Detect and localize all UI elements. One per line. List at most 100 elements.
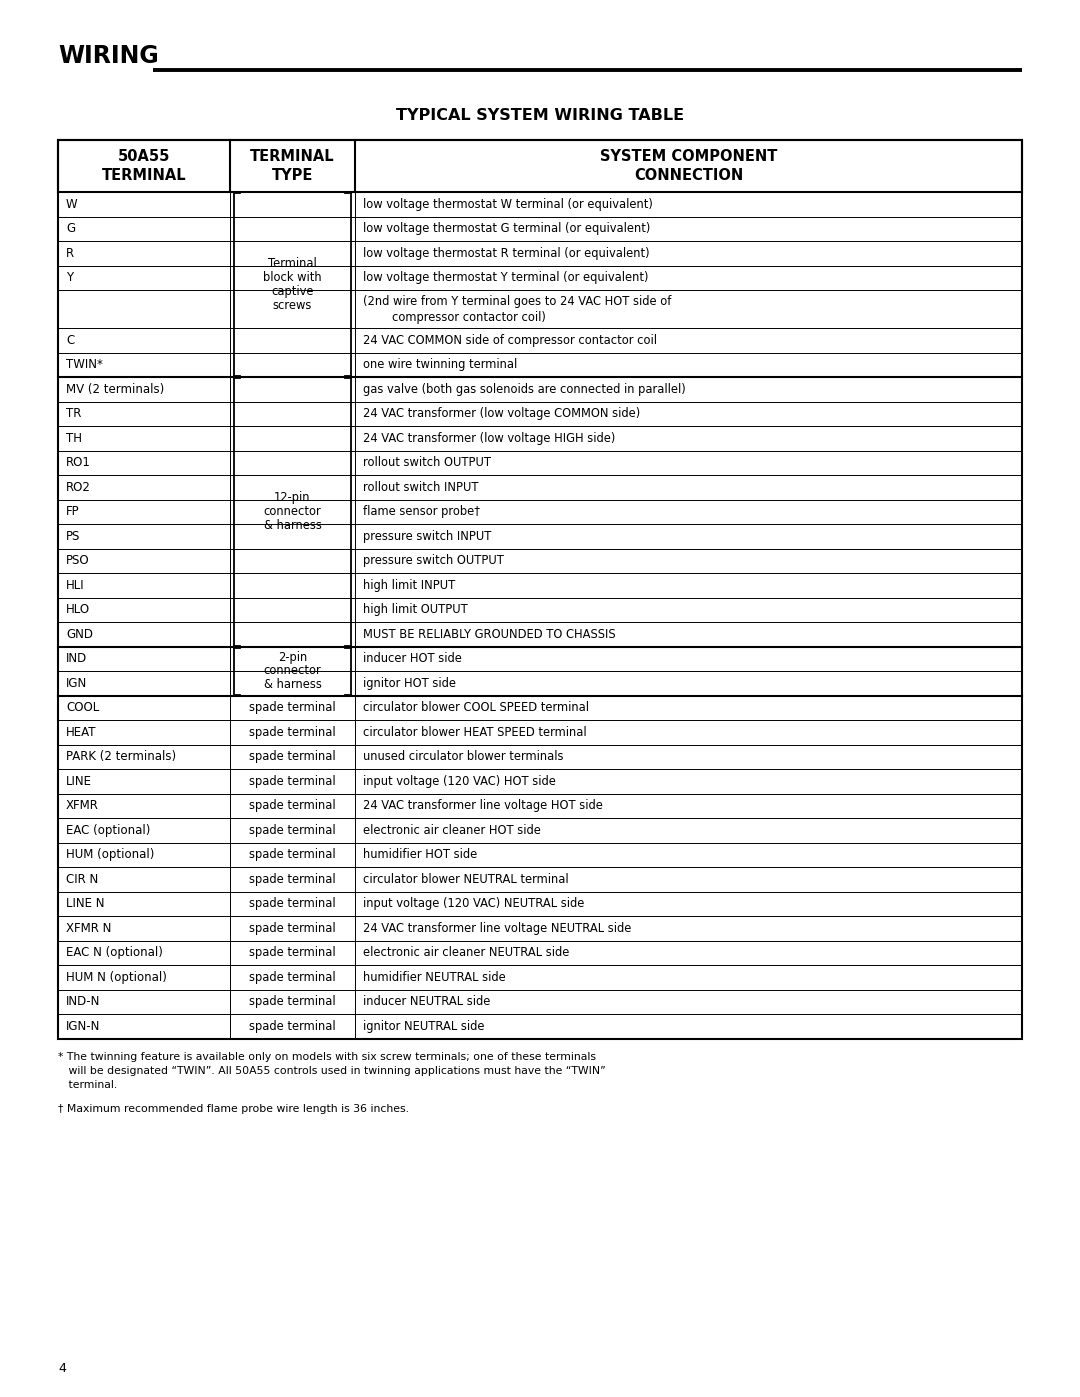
Text: high limit OUTPUT: high limit OUTPUT — [363, 604, 468, 616]
Text: screws: screws — [273, 299, 312, 312]
Text: spade terminal: spade terminal — [249, 824, 336, 837]
Text: TERMINAL
TYPE: TERMINAL TYPE — [251, 149, 335, 183]
Text: TH: TH — [66, 432, 82, 444]
Text: spade terminal: spade terminal — [249, 775, 336, 788]
Text: MV (2 terminals): MV (2 terminals) — [66, 383, 164, 395]
Text: IGN-N: IGN-N — [66, 1020, 100, 1032]
Text: 24 VAC transformer line voltage HOT side: 24 VAC transformer line voltage HOT side — [363, 799, 603, 812]
Text: PSO: PSO — [66, 555, 90, 567]
Text: † Maximum recommended flame probe wire length is 36 inches.: † Maximum recommended flame probe wire l… — [58, 1105, 409, 1115]
Text: input voltage (120 VAC) HOT side: input voltage (120 VAC) HOT side — [363, 775, 556, 788]
Text: EAC (optional): EAC (optional) — [66, 824, 150, 837]
Text: unused circulator blower terminals: unused circulator blower terminals — [363, 750, 564, 763]
Text: TR: TR — [66, 408, 81, 420]
Text: HEAT: HEAT — [66, 726, 96, 739]
Text: R: R — [66, 247, 75, 260]
Text: 24 VAC COMMON side of compressor contactor coil: 24 VAC COMMON side of compressor contact… — [363, 334, 657, 346]
Text: spade terminal: spade terminal — [249, 1020, 336, 1032]
Text: TYPICAL SYSTEM WIRING TABLE: TYPICAL SYSTEM WIRING TABLE — [396, 108, 684, 123]
Text: ignitor HOT side: ignitor HOT side — [363, 676, 456, 690]
Text: spade terminal: spade terminal — [249, 701, 336, 714]
Text: RO2: RO2 — [66, 481, 91, 493]
Text: HLI: HLI — [66, 578, 84, 592]
Text: spade terminal: spade terminal — [249, 848, 336, 861]
Text: IND-N: IND-N — [66, 995, 100, 1009]
Text: humidifier NEUTRAL side: humidifier NEUTRAL side — [363, 971, 505, 983]
Text: 24 VAC transformer line voltage NEUTRAL side: 24 VAC transformer line voltage NEUTRAL … — [363, 922, 632, 935]
Text: (2nd wire from Y terminal goes to 24 VAC HOT side of
        compressor contacto: (2nd wire from Y terminal goes to 24 VAC… — [363, 295, 672, 324]
Text: SYSTEM COMPONENT
CONNECTION: SYSTEM COMPONENT CONNECTION — [599, 149, 778, 183]
Text: C: C — [66, 334, 75, 346]
Text: captive: captive — [271, 285, 314, 298]
Text: spade terminal: spade terminal — [249, 799, 336, 812]
Text: CIR N: CIR N — [66, 873, 98, 886]
Text: 4: 4 — [58, 1362, 66, 1376]
Text: MUST BE RELIABLY GROUNDED TO CHASSIS: MUST BE RELIABLY GROUNDED TO CHASSIS — [363, 627, 616, 641]
Text: pressure switch INPUT: pressure switch INPUT — [363, 529, 491, 543]
Text: WIRING: WIRING — [58, 43, 159, 68]
Text: low voltage thermostat R terminal (or equivalent): low voltage thermostat R terminal (or eq… — [363, 247, 650, 260]
Text: high limit INPUT: high limit INPUT — [363, 578, 456, 592]
Text: pressure switch OUTPUT: pressure switch OUTPUT — [363, 555, 504, 567]
Text: HUM N (optional): HUM N (optional) — [66, 971, 167, 983]
Bar — [58, 140, 1022, 1038]
Text: 50A55
TERMINAL: 50A55 TERMINAL — [102, 149, 187, 183]
Text: rollout switch INPUT: rollout switch INPUT — [363, 481, 478, 493]
Text: XFMR: XFMR — [66, 799, 99, 812]
Text: & harness: & harness — [264, 679, 322, 692]
Text: IGN: IGN — [66, 676, 87, 690]
Text: spade terminal: spade terminal — [249, 922, 336, 935]
Text: inducer NEUTRAL side: inducer NEUTRAL side — [363, 995, 490, 1009]
Text: RO1: RO1 — [66, 457, 91, 469]
Text: LINE: LINE — [66, 775, 92, 788]
Text: W: W — [66, 198, 78, 211]
Text: electronic air cleaner HOT side: electronic air cleaner HOT side — [363, 824, 541, 837]
Text: 24 VAC transformer (low voltage COMMON side): 24 VAC transformer (low voltage COMMON s… — [363, 408, 640, 420]
Text: gas valve (both gas solenoids are connected in parallel): gas valve (both gas solenoids are connec… — [363, 383, 686, 395]
Text: ignitor NEUTRAL side: ignitor NEUTRAL side — [363, 1020, 485, 1032]
Text: COOL: COOL — [66, 701, 99, 714]
Text: * The twinning feature is available only on models with six screw terminals; one: * The twinning feature is available only… — [58, 1052, 606, 1090]
Text: G: G — [66, 222, 76, 235]
Text: connector: connector — [264, 665, 322, 678]
Text: spade terminal: spade terminal — [249, 946, 336, 960]
Text: 2-pin: 2-pin — [278, 651, 307, 664]
Text: circulator blower COOL SPEED terminal: circulator blower COOL SPEED terminal — [363, 701, 589, 714]
Text: spade terminal: spade terminal — [249, 726, 336, 739]
Text: spade terminal: spade terminal — [249, 995, 336, 1009]
Text: rollout switch OUTPUT: rollout switch OUTPUT — [363, 457, 491, 469]
Text: spade terminal: spade terminal — [249, 750, 336, 763]
Text: Y: Y — [66, 271, 73, 284]
Text: GND: GND — [66, 627, 93, 641]
Text: Terminal: Terminal — [268, 257, 316, 270]
Text: humidifier HOT side: humidifier HOT side — [363, 848, 477, 861]
Text: circulator blower NEUTRAL terminal: circulator blower NEUTRAL terminal — [363, 873, 569, 886]
Text: TWIN*: TWIN* — [66, 358, 103, 372]
Text: block with: block with — [264, 271, 322, 284]
Text: low voltage thermostat G terminal (or equivalent): low voltage thermostat G terminal (or eq… — [363, 222, 650, 235]
Text: & harness: & harness — [264, 520, 322, 532]
Text: PARK (2 terminals): PARK (2 terminals) — [66, 750, 176, 763]
Text: low voltage thermostat Y terminal (or equivalent): low voltage thermostat Y terminal (or eq… — [363, 271, 648, 284]
Text: spade terminal: spade terminal — [249, 873, 336, 886]
Text: spade terminal: spade terminal — [249, 971, 336, 983]
Text: input voltage (120 VAC) NEUTRAL side: input voltage (120 VAC) NEUTRAL side — [363, 897, 584, 911]
Text: connector: connector — [264, 506, 322, 518]
Text: LINE N: LINE N — [66, 897, 105, 911]
Bar — [58, 140, 1022, 191]
Text: inducer HOT side: inducer HOT side — [363, 652, 462, 665]
Text: EAC N (optional): EAC N (optional) — [66, 946, 163, 960]
Text: 24 VAC transformer (low voltage HIGH side): 24 VAC transformer (low voltage HIGH sid… — [363, 432, 616, 444]
Text: HLO: HLO — [66, 604, 90, 616]
Text: one wire twinning terminal: one wire twinning terminal — [363, 358, 517, 372]
Text: PS: PS — [66, 529, 80, 543]
Text: spade terminal: spade terminal — [249, 897, 336, 911]
Text: HUM (optional): HUM (optional) — [66, 848, 154, 861]
Text: 12-pin: 12-pin — [274, 492, 311, 504]
Text: flame sensor probe†: flame sensor probe† — [363, 506, 480, 518]
Text: low voltage thermostat W terminal (or equivalent): low voltage thermostat W terminal (or eq… — [363, 198, 653, 211]
Text: FP: FP — [66, 506, 80, 518]
Text: circulator blower HEAT SPEED terminal: circulator blower HEAT SPEED terminal — [363, 726, 586, 739]
Text: electronic air cleaner NEUTRAL side: electronic air cleaner NEUTRAL side — [363, 946, 569, 960]
Text: IND: IND — [66, 652, 87, 665]
